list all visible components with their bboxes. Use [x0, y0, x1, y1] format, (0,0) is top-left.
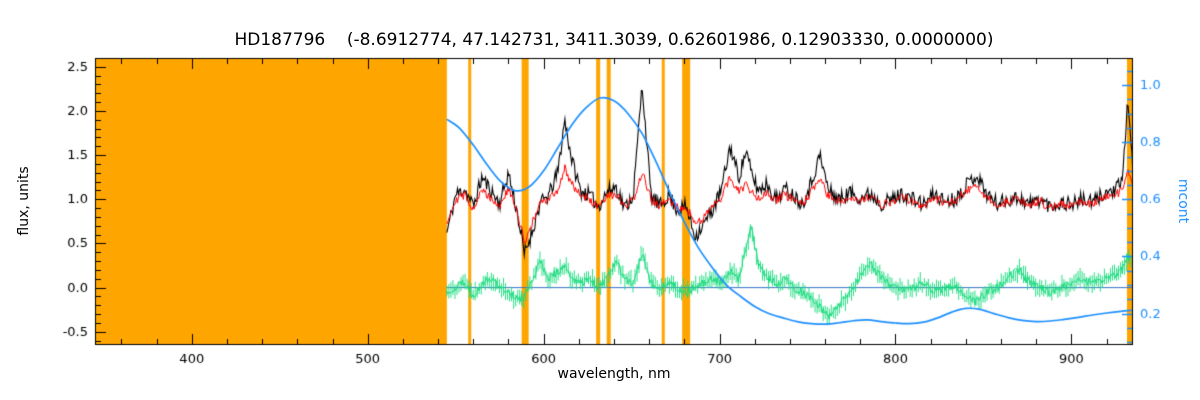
y-axis-label-right: mcont — [1175, 178, 1191, 224]
y-axis-label-left: flux, units — [16, 166, 32, 236]
plot-title: HD187796 (-8.6912774, 47.142731, 3411.30… — [234, 30, 994, 50]
x-axis-label: wavelength, nm — [557, 366, 671, 382]
